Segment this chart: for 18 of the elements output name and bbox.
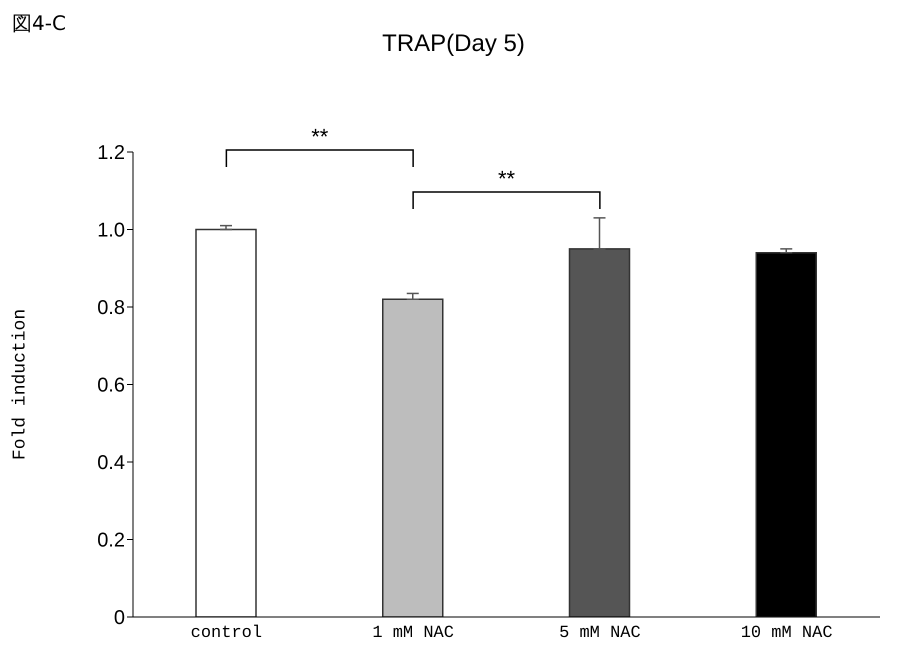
x-tick-label: 1 mM NAC — [372, 624, 454, 644]
y-axis-title: Fold induction — [10, 308, 30, 460]
caption: 図4-C — [12, 10, 66, 37]
text: ** — [311, 124, 329, 149]
x-tick-label: 5 mM NAC — [559, 624, 641, 644]
y-tick-label: 0.6 — [97, 374, 125, 397]
y-tick-label: 1.2 — [97, 142, 125, 164]
bar — [382, 298, 444, 617]
y-tick-label: 0.4 — [97, 452, 125, 474]
x-tick-label: 10 mM NAC — [740, 624, 833, 644]
annotation: ** — [498, 166, 516, 191]
x-tick-label: control — [190, 624, 262, 644]
bar — [195, 228, 257, 617]
y-tick-label: 0 — [114, 607, 125, 630]
y-tick-label: 0.2 — [97, 530, 125, 552]
y-tick-label: 0.8 — [97, 297, 125, 320]
chart-title: TRAP(Day 5) — [382, 30, 525, 57]
y-tick-label: 1.0 — [97, 220, 125, 242]
